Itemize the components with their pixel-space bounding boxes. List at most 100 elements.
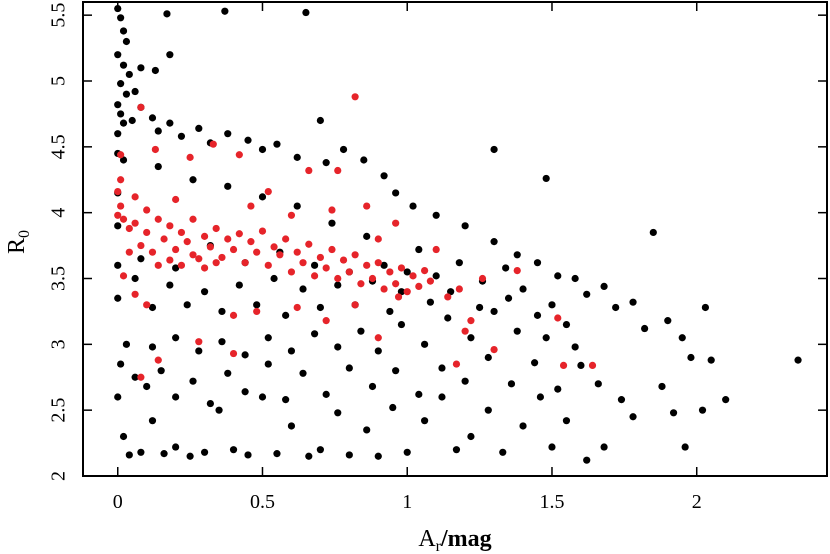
data-point-black bbox=[117, 14, 125, 22]
plot-frame bbox=[82, 1, 828, 477]
data-point-black bbox=[794, 356, 802, 364]
data-point-red bbox=[316, 253, 324, 262]
data-point-red bbox=[119, 215, 128, 223]
data-point-black bbox=[157, 367, 165, 375]
data-point-black bbox=[200, 448, 209, 456]
data-point-black bbox=[151, 66, 159, 75]
data-point-red bbox=[114, 211, 122, 219]
data-point-red bbox=[114, 188, 122, 196]
data-point-black bbox=[612, 303, 620, 312]
data-point-black bbox=[438, 393, 446, 401]
data-point-black bbox=[241, 388, 249, 396]
data-point-red bbox=[397, 264, 406, 272]
data-point-black bbox=[117, 80, 125, 88]
data-point-black bbox=[554, 385, 562, 393]
data-point-red bbox=[195, 255, 203, 263]
data-point-black bbox=[172, 264, 180, 272]
data-point-red bbox=[218, 253, 226, 262]
data-point-black bbox=[137, 448, 145, 456]
data-point-black bbox=[507, 380, 516, 388]
data-point-black bbox=[273, 450, 281, 458]
data-point-red bbox=[229, 349, 238, 358]
data-point-red bbox=[119, 272, 128, 280]
data-point-black bbox=[600, 443, 608, 451]
data-point-black bbox=[264, 334, 272, 342]
data-point-red bbox=[154, 215, 162, 223]
data-point-black bbox=[334, 409, 342, 417]
data-point-black bbox=[273, 140, 281, 148]
data-point-black bbox=[476, 303, 484, 312]
data-point-black bbox=[484, 406, 492, 414]
data-point-black bbox=[600, 282, 608, 290]
data-point-black bbox=[119, 27, 128, 35]
data-point-red bbox=[287, 211, 296, 219]
data-point-black bbox=[148, 114, 157, 122]
data-point-black bbox=[316, 116, 324, 125]
x-axis-label: Ar/mag bbox=[418, 526, 491, 554]
data-point-black bbox=[629, 298, 637, 306]
x-tick-label: 1 bbox=[402, 491, 412, 513]
data-point-red bbox=[455, 285, 463, 293]
data-point-black bbox=[114, 51, 122, 59]
data-point-black bbox=[224, 182, 232, 190]
data-point-black bbox=[221, 7, 229, 15]
data-point-black bbox=[357, 327, 365, 335]
data-point-black bbox=[403, 448, 411, 456]
data-point-red bbox=[374, 235, 382, 243]
data-point-black bbox=[461, 377, 469, 385]
data-point-red bbox=[258, 227, 267, 235]
data-point-black bbox=[389, 403, 397, 412]
data-point-black bbox=[122, 37, 131, 46]
data-point-red bbox=[374, 259, 382, 267]
data-point-black bbox=[125, 70, 133, 79]
data-point-red bbox=[253, 307, 261, 316]
data-point-red bbox=[432, 245, 440, 254]
data-point-black bbox=[195, 124, 203, 132]
data-point-red bbox=[137, 103, 145, 111]
y-tick-label: 4.5 bbox=[48, 134, 70, 159]
data-point-black bbox=[722, 396, 730, 404]
y-axis-label: R0 bbox=[4, 230, 33, 254]
data-point-red bbox=[305, 240, 313, 248]
data-point-black bbox=[542, 334, 550, 342]
data-point-black bbox=[224, 130, 232, 138]
data-point-black bbox=[117, 110, 125, 118]
data-point-red bbox=[229, 245, 238, 254]
data-point-red bbox=[247, 238, 255, 246]
data-point-black bbox=[444, 314, 452, 322]
data-point-black bbox=[707, 356, 715, 364]
data-point-red bbox=[467, 317, 475, 325]
data-point-black bbox=[137, 64, 145, 72]
data-point-red bbox=[426, 277, 434, 285]
data-point-black bbox=[299, 369, 307, 377]
data-point-red bbox=[224, 235, 232, 243]
data-point-black bbox=[339, 145, 348, 154]
data-point-black bbox=[258, 145, 267, 154]
x-tick-label: 0.5 bbox=[250, 491, 275, 513]
data-point-black bbox=[519, 285, 527, 293]
data-point-black bbox=[531, 359, 539, 367]
data-point-red bbox=[264, 188, 272, 196]
data-point-red bbox=[235, 151, 243, 159]
y-tick-label: 2.5 bbox=[48, 398, 70, 423]
data-point-red bbox=[351, 301, 359, 309]
data-point-red bbox=[241, 259, 249, 267]
data-point-black bbox=[421, 340, 429, 348]
data-point-red bbox=[374, 334, 382, 342]
data-point-red bbox=[143, 301, 151, 309]
data-point-red bbox=[490, 346, 498, 354]
data-point-black bbox=[160, 450, 168, 458]
y-tick-label: 4 bbox=[48, 208, 70, 218]
data-point-black bbox=[282, 396, 290, 404]
data-point-black bbox=[490, 145, 498, 154]
data-point-black bbox=[264, 360, 272, 368]
data-point-black bbox=[363, 232, 371, 240]
data-point-black bbox=[258, 193, 267, 201]
data-point-black bbox=[253, 301, 261, 309]
data-point-red bbox=[131, 219, 139, 227]
data-point-black bbox=[189, 377, 197, 385]
data-point-black bbox=[669, 409, 678, 417]
data-point-black bbox=[218, 307, 226, 316]
data-point-red bbox=[334, 274, 342, 283]
